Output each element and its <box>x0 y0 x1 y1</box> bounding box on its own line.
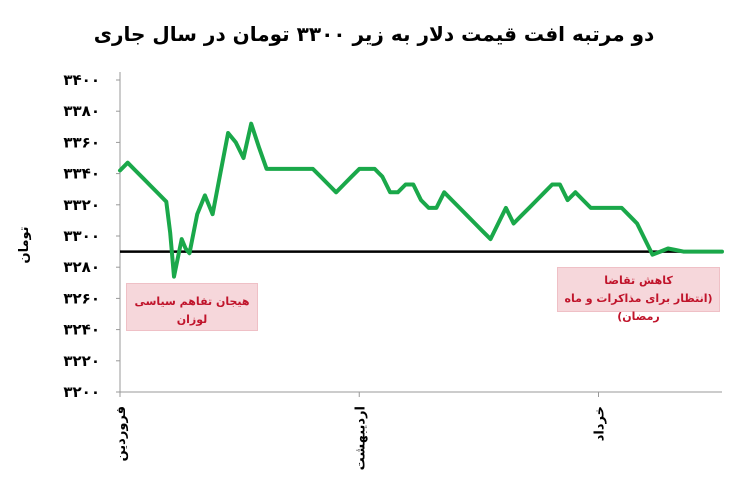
annotation-demand-line2: (انتظار برای مذاکرات و ماه رمضان) <box>564 292 713 323</box>
y-axis: ۳۲۰۰ ۳۲۲۰ ۳۲۴۰ ۳۲۶۰ ۳۲۸۰ ۳۳۰۰ ۳۳۲۰ ۳۳۴۰ ۳۳۶۰ ۳۳۸۰… <box>63 71 121 401</box>
series-group <box>118 121 724 279</box>
annotation-lausanne-text: هیجان تفاهم سیاسی لوزان <box>134 295 250 326</box>
y-axis-label: تومان <box>17 226 32 263</box>
x-tick-label: اردیبهشت <box>353 406 368 470</box>
y-tick-label: ۳۳۰۰ <box>63 227 100 245</box>
x-tick-label: فروردین <box>114 406 129 461</box>
x-tick-label: خرداد <box>593 406 608 441</box>
annotation-demand-line1: کاهش تقاضا <box>604 274 673 287</box>
x-axis: فروردین اردیبهشت خرداد <box>114 391 722 470</box>
y-tick-label: ۳۳۴۰ <box>63 165 100 183</box>
y-tick-label: ۳۴۰۰ <box>63 71 100 89</box>
y-tick-label: ۳۲۴۰ <box>63 321 100 339</box>
annotation-demand: کاهش تقاضا (انتظار برای مذاکرات و ماه رم… <box>557 267 720 323</box>
y-tick-label: ۳۲۸۰ <box>63 258 100 276</box>
y-tick-label: ۳۲۲۰ <box>63 352 100 370</box>
y-tick-label: ۳۳۲۰ <box>63 196 100 214</box>
y-tick-label: ۳۲۶۰ <box>63 289 100 307</box>
chart-title: دو مرتبه افت قیمت دلار به زیر ۳۳۰۰ تومان… <box>93 22 655 46</box>
y-tick-label: ۳۳۸۰ <box>63 102 100 120</box>
series-line <box>118 121 724 279</box>
y-tick-label: ۳۳۶۰ <box>63 133 100 151</box>
y-tick-label: ۳۲۰۰ <box>63 383 100 401</box>
annotation-lausanne: هیجان تفاهم سیاسی لوزان <box>126 283 258 331</box>
